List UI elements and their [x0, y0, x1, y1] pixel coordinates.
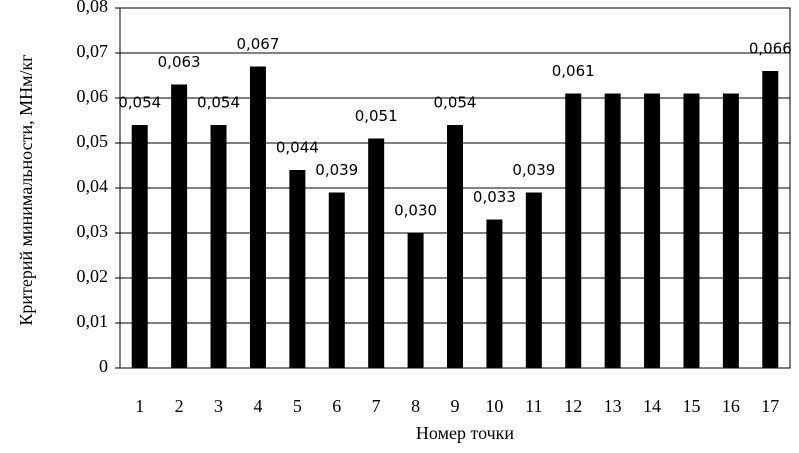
bar	[328, 192, 345, 368]
y-axis-label: Критерий минимальности, МНм/кг	[16, 54, 36, 325]
x-tick-label: 13	[604, 396, 622, 416]
value-label: 0,054	[118, 94, 161, 112]
x-tick-label: 9	[451, 396, 460, 416]
bar	[683, 93, 700, 368]
value-label: 0,051	[355, 107, 398, 125]
x-tick-label: 14	[643, 396, 661, 416]
bar	[762, 71, 779, 368]
bar	[486, 219, 503, 368]
x-tick-label: 15	[682, 396, 700, 416]
x-tick-label: 2	[175, 396, 184, 416]
bar	[131, 125, 148, 368]
bar	[289, 170, 306, 368]
x-tick-label: 4	[253, 396, 262, 416]
x-tick-label: 1	[135, 396, 144, 416]
y-tick-label: 0	[99, 356, 108, 376]
x-tick-label: 5	[293, 396, 302, 416]
y-tick-label: 0,08	[77, 0, 109, 16]
bar	[525, 192, 542, 368]
value-label: 0,061	[552, 62, 595, 80]
y-tick-label: 0,05	[77, 131, 109, 151]
bar	[407, 233, 424, 368]
value-label: 0,030	[394, 202, 437, 220]
x-tick-label: 17	[761, 396, 779, 416]
y-tick-label: 0,03	[77, 221, 109, 241]
bar	[249, 66, 266, 368]
x-tick-label: 10	[485, 396, 503, 416]
value-label: 0,033	[473, 188, 516, 206]
value-label: 0,039	[512, 161, 555, 179]
bar	[644, 93, 661, 368]
bar	[604, 93, 621, 368]
x-axis-label: Номер точки	[416, 423, 514, 443]
x-tick-label: 8	[411, 396, 420, 416]
x-tick-label: 6	[332, 396, 341, 416]
bar	[565, 93, 582, 368]
y-tick-label: 0,01	[77, 311, 109, 331]
y-tick-label: 0,02	[77, 266, 109, 286]
bar	[210, 125, 227, 368]
y-tick-label: 0,06	[77, 86, 109, 106]
x-tick-label: 11	[525, 396, 542, 416]
x-tick-label: 12	[564, 396, 582, 416]
value-label: 0,067	[236, 35, 279, 53]
value-label: 0,066	[749, 40, 792, 58]
y-tick-label: 0,04	[77, 176, 109, 196]
value-label: 0,063	[158, 53, 201, 71]
value-label: 0,054	[434, 94, 477, 112]
value-label: 0,054	[197, 94, 240, 112]
value-label: 0,039	[315, 161, 358, 179]
bar	[171, 84, 188, 368]
x-tick-label: 16	[722, 396, 740, 416]
x-tick-label: 3	[214, 396, 223, 416]
y-tick-label: 0,07	[77, 41, 109, 61]
bar	[447, 125, 463, 368]
bar	[368, 138, 385, 368]
value-label: 0,044	[276, 139, 319, 157]
bar	[722, 93, 739, 368]
x-tick-label: 7	[372, 396, 381, 416]
